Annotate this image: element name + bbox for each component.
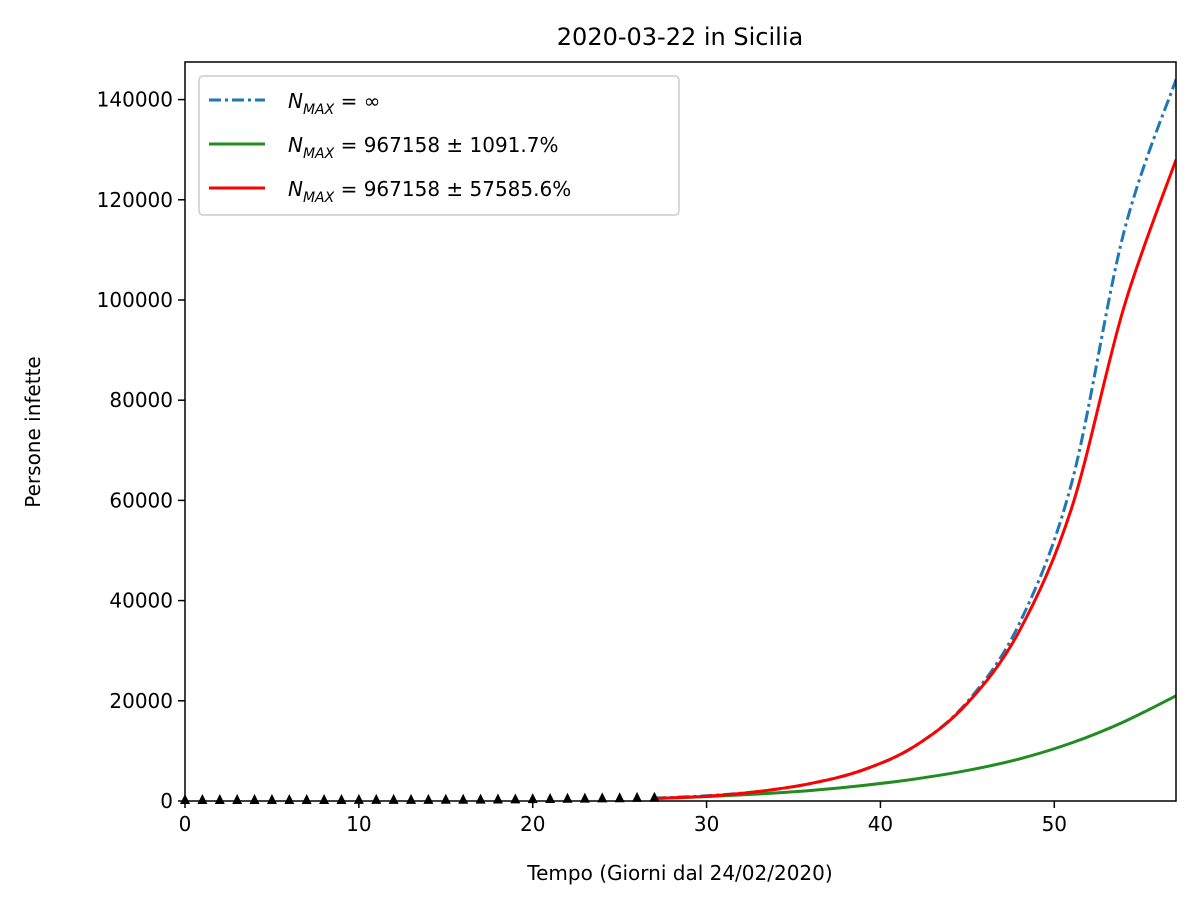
legend-label-1: NMAX = ∞ <box>288 89 380 118</box>
legend: NMAX = ∞ NMAX = 967158 ± 1091.7% NMAX = 96… <box>198 75 680 216</box>
x-tick-label: 0 <box>179 812 192 836</box>
observed-marker <box>597 792 608 803</box>
plot-area <box>180 61 1177 804</box>
legend-label-3: NMAX = 967158 ± 57585.6% <box>288 177 571 206</box>
x-tick-label: 30 <box>694 812 719 836</box>
y-tick-label: 100000 <box>97 288 173 312</box>
series-layer <box>654 79 1176 800</box>
series-line-1 <box>654 79 1176 800</box>
observed-marker <box>614 792 625 803</box>
y-tick-label: 20000 <box>109 689 173 713</box>
chart-title: 2020-03-22 in Sicilia <box>557 23 803 51</box>
legend-box <box>198 75 680 216</box>
y-axis: 0 20000 40000 60000 80000 100000 120000 140000 <box>97 88 185 813</box>
x-tick-label: 10 <box>346 812 371 836</box>
series-line-3 <box>654 159 1176 800</box>
observed-marker <box>579 792 590 803</box>
legend-label-2: NMAX = 967158 ± 1091.7% <box>288 133 559 162</box>
x-axis: 0 10 20 30 40 50 <box>179 801 1067 836</box>
y-tick-label: 60000 <box>109 488 173 512</box>
y-tick-label: 80000 <box>109 388 173 412</box>
series-line-2 <box>654 694 1176 800</box>
y-axis-title: Persone infette <box>21 356 45 507</box>
observed-marker <box>649 791 660 802</box>
plot-frame <box>184 61 1177 802</box>
y-tick-label: 140000 <box>97 88 173 112</box>
y-tick-label: 120000 <box>97 188 173 212</box>
x-tick-label: 40 <box>868 812 893 836</box>
x-axis-title: Tempo (Giorni dal 24/02/2020) <box>526 861 832 885</box>
y-tick-label: 40000 <box>109 589 173 613</box>
observed-marker <box>632 791 643 802</box>
x-tick-label: 20 <box>520 812 545 836</box>
y-tick-label: 0 <box>160 789 173 813</box>
x-tick-label: 50 <box>1042 812 1067 836</box>
